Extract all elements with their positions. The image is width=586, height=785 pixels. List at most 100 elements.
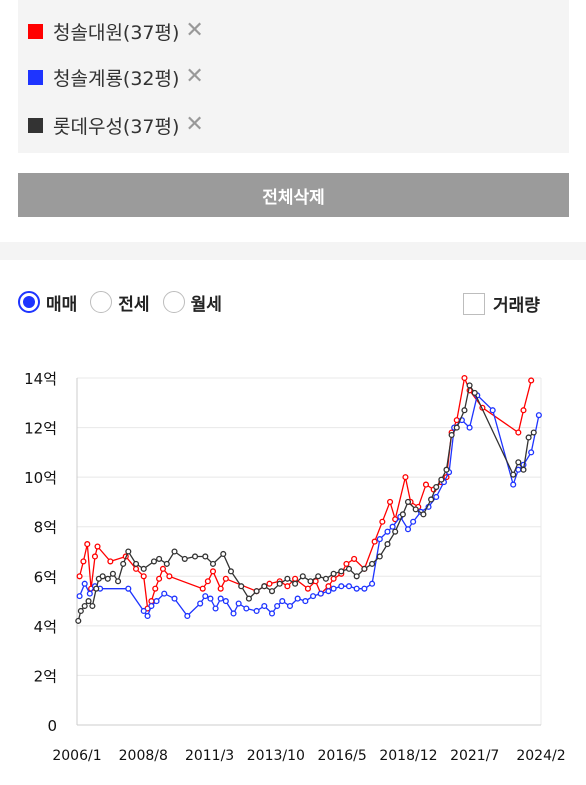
data-point bbox=[386, 498, 394, 505]
color-swatch-blue bbox=[28, 69, 43, 85]
data-point bbox=[268, 610, 276, 617]
selected-complex-panel bbox=[18, 0, 569, 153]
data-point bbox=[266, 580, 273, 587]
data-point bbox=[376, 553, 383, 560]
selected-item-label: 청솔대원(37평) bbox=[53, 21, 180, 44]
data-point bbox=[140, 573, 147, 580]
data-point bbox=[330, 575, 337, 582]
data-point bbox=[453, 417, 460, 424]
data-point bbox=[345, 583, 353, 590]
data-point bbox=[109, 570, 116, 577]
data-point bbox=[325, 588, 332, 595]
data-point bbox=[433, 493, 440, 501]
data-point bbox=[402, 474, 409, 481]
selected-item-label: 롯데우성(37평) bbox=[53, 115, 180, 138]
y-tick-label: 0 bbox=[47, 717, 57, 735]
data-point bbox=[156, 575, 163, 582]
data-point bbox=[268, 588, 276, 595]
data-point bbox=[140, 565, 147, 572]
y-tick-label: 12억 bbox=[24, 420, 57, 438]
data-point bbox=[235, 600, 242, 607]
delete-all-button[interactable]: 전체삭제 bbox=[18, 173, 569, 217]
data-point bbox=[197, 600, 204, 607]
data-point bbox=[310, 593, 317, 600]
trade-type-radio-group: 매매 전세 월세 bbox=[18, 286, 235, 318]
y-tick-label: 4억 bbox=[34, 618, 57, 636]
data-point bbox=[152, 585, 159, 592]
data-point bbox=[181, 555, 188, 562]
x-tick-label: 2008/8 bbox=[119, 748, 168, 764]
data-point bbox=[302, 598, 309, 605]
data-point bbox=[132, 565, 140, 572]
data-point bbox=[286, 602, 294, 610]
data-point bbox=[132, 560, 140, 567]
radio-button-icon[interactable] bbox=[18, 291, 40, 313]
data-point bbox=[253, 588, 260, 595]
data-point bbox=[230, 610, 237, 617]
data-point bbox=[148, 602, 155, 610]
data-point bbox=[115, 578, 122, 585]
x-tick-label: 2021/7 bbox=[450, 748, 499, 764]
data-point bbox=[91, 553, 99, 560]
data-point bbox=[191, 553, 199, 560]
data-point bbox=[140, 607, 147, 615]
close-icon[interactable]: ✕ bbox=[185, 18, 204, 43]
data-point bbox=[93, 585, 100, 592]
data-point bbox=[379, 518, 386, 525]
close-icon[interactable]: ✕ bbox=[185, 112, 204, 137]
data-point bbox=[153, 598, 160, 605]
data-point bbox=[76, 573, 83, 580]
radio-jeonse[interactable]: 전세 bbox=[90, 290, 150, 315]
data-point bbox=[422, 481, 430, 488]
data-point bbox=[243, 605, 250, 612]
data-point bbox=[369, 580, 376, 587]
data-point bbox=[171, 595, 178, 602]
radio-monthly-rent-label: 월세 bbox=[190, 294, 222, 315]
data-point bbox=[202, 593, 209, 600]
volume-checkbox[interactable]: 거래량 bbox=[463, 291, 540, 316]
y-tick-label: 14억 bbox=[24, 370, 57, 388]
data-point bbox=[86, 590, 93, 597]
data-point bbox=[148, 598, 155, 605]
data-point bbox=[294, 595, 301, 602]
data-point bbox=[428, 496, 435, 503]
data-point bbox=[253, 607, 260, 615]
data-point bbox=[125, 548, 132, 555]
radio-monthly-rent[interactable]: 월세 bbox=[162, 290, 222, 315]
data-point bbox=[184, 612, 191, 619]
data-point bbox=[353, 573, 360, 580]
data-point bbox=[159, 565, 167, 572]
data-point bbox=[284, 583, 291, 590]
x-tick-label: 2013/10 bbox=[247, 748, 305, 764]
data-point bbox=[161, 590, 168, 597]
data-point bbox=[384, 541, 391, 548]
y-tick-label: 2억 bbox=[34, 667, 57, 685]
data-point bbox=[238, 583, 245, 590]
data-point bbox=[199, 585, 206, 592]
data-point bbox=[76, 593, 83, 600]
data-point bbox=[384, 528, 391, 535]
close-icon[interactable]: ✕ bbox=[185, 64, 204, 89]
data-point bbox=[212, 605, 219, 612]
radio-sale[interactable]: 매매 bbox=[18, 290, 77, 315]
selected-item-label: 청솔계룡(32평) bbox=[53, 67, 180, 90]
data-point bbox=[209, 560, 217, 567]
data-point bbox=[369, 560, 376, 567]
data-point bbox=[163, 560, 170, 567]
data-point bbox=[510, 481, 517, 488]
radio-button-icon[interactable] bbox=[162, 291, 185, 313]
x-tick-label: 2006/1 bbox=[52, 748, 101, 764]
data-point bbox=[261, 602, 268, 610]
data-point bbox=[99, 573, 106, 580]
data-point bbox=[343, 560, 350, 567]
data-point bbox=[245, 595, 252, 602]
color-swatch-dark bbox=[28, 117, 43, 133]
data-point bbox=[202, 553, 209, 560]
data-point bbox=[525, 434, 532, 441]
data-point bbox=[292, 575, 299, 582]
data-point bbox=[227, 568, 235, 575]
y-tick-label: 10억 bbox=[24, 469, 57, 487]
radio-button-icon[interactable] bbox=[90, 291, 113, 313]
checkbox-icon[interactable] bbox=[463, 292, 485, 315]
data-point bbox=[80, 558, 87, 565]
